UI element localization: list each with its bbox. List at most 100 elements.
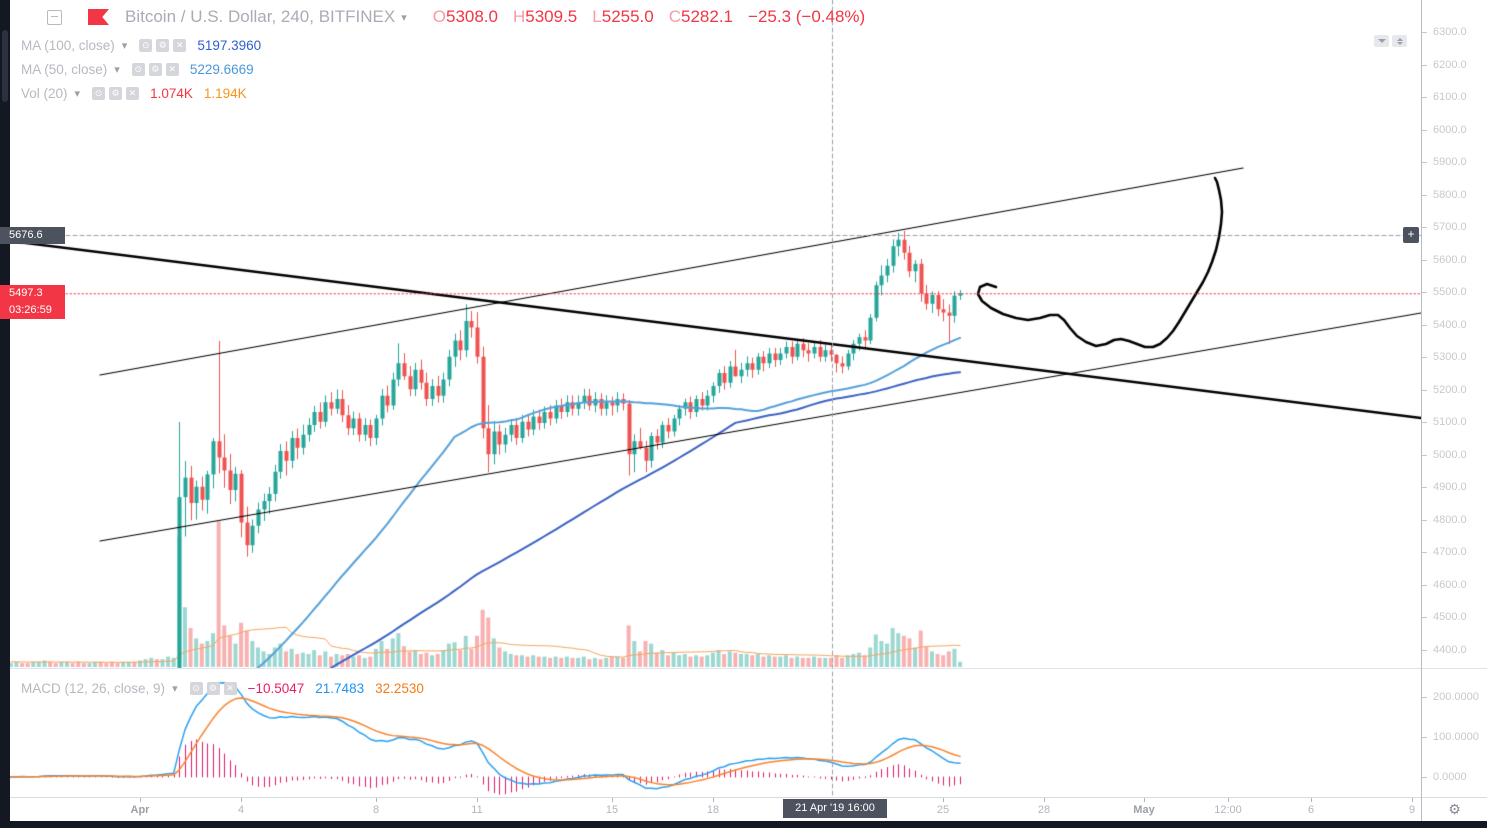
- time-axis-border: [10, 797, 1487, 798]
- collapsed-drawing-toolbar: [0, 0, 10, 821]
- chevron-down-icon[interactable]: ▾: [121, 39, 128, 52]
- time-tick: [713, 798, 714, 802]
- macd-tick-label: 100.0000: [1433, 731, 1479, 743]
- price-tick: [1422, 129, 1427, 131]
- auto-scale-button[interactable]: [1392, 35, 1407, 47]
- bar-countdown-label: 03:26:59: [0, 302, 65, 320]
- close-icon[interactable]: ✕: [126, 86, 140, 100]
- price-tick-label: 6300.0: [1433, 26, 1467, 39]
- legend-collapse-button[interactable]: [47, 9, 62, 25]
- price-tick-label: 5700.0: [1433, 221, 1467, 234]
- price-tick-label: 5200.0: [1433, 383, 1467, 396]
- price-tick-label: 5900.0: [1433, 156, 1467, 169]
- crosshair-time-label: 21 Apr '19 16:00: [783, 799, 887, 818]
- time-tick-label: 28: [1037, 804, 1051, 816]
- time-tick-label: 6: [1307, 804, 1315, 816]
- macd-tick-label: 0.0000: [1433, 771, 1467, 783]
- macd-legend: MACD (12, 26, close, 9) ▾ ⊙ ⚙ ✕ −10.5047…: [21, 676, 424, 700]
- time-tick-label: Apr: [130, 804, 150, 816]
- indicator-value: 5197.3960: [197, 37, 262, 53]
- macd-tick: [1422, 697, 1427, 698]
- chevron-down-icon[interactable]: ▾: [401, 11, 407, 24]
- settings-icon[interactable]: ⚙: [206, 681, 220, 695]
- time-tick-label: 15: [605, 804, 619, 816]
- time-tick: [477, 798, 478, 802]
- visibility-icon[interactable]: ⊙: [189, 681, 203, 695]
- gear-icon[interactable]: ⚙: [1448, 801, 1461, 817]
- time-tick: [612, 798, 613, 802]
- indicator-row-macd: MACD (12, 26, close, 9) ▾ ⊙ ⚙ ✕ −10.5047…: [21, 676, 424, 700]
- indicator-label[interactable]: Vol (20): [21, 85, 68, 101]
- time-tick: [1144, 798, 1145, 802]
- chevron-down-icon[interactable]: ▾: [172, 682, 178, 695]
- price-tick: [1422, 324, 1427, 326]
- chart-legend: Bitcoin / U.S. Dollar, 240, BITFINEX ▾ O…: [14, 7, 880, 27]
- price-tick-label: 5800.0: [1433, 188, 1467, 201]
- price-tick-label: 5000.0: [1433, 448, 1467, 461]
- visibility-icon[interactable]: ⊙: [139, 38, 153, 52]
- time-tick-label: 25: [936, 804, 950, 816]
- time-axis[interactable]: Apr 4 8 11 15 18 25 28 May 12:00 6 9: [10, 798, 1421, 821]
- add-alert-plus-button[interactable]: +: [1403, 227, 1419, 243]
- price-tick: [1422, 194, 1427, 196]
- price-tick-label: 5300.0: [1433, 351, 1467, 364]
- price-tick-label: 5600.0: [1433, 253, 1467, 266]
- axis-settings-corner: ⚙: [1422, 798, 1487, 821]
- time-tick: [943, 798, 944, 802]
- price-tick: [1422, 32, 1427, 34]
- time-tick: [1044, 798, 1045, 802]
- time-tick-label: 18: [706, 804, 720, 816]
- visibility-icon[interactable]: ⊙: [92, 86, 106, 100]
- pane-divider[interactable]: [10, 668, 1487, 669]
- price-tick-label: 5400.0: [1433, 318, 1467, 331]
- chevron-down-icon[interactable]: ▾: [114, 63, 120, 76]
- price-tick-label: 5100.0: [1433, 416, 1467, 429]
- scroll-down-button[interactable]: [1374, 35, 1389, 47]
- macd-hist-value: −10.5047: [247, 680, 305, 696]
- indicator-row-ma100: MA (100, close) ▾ ⊙ ⚙ ✕ 5197.3960: [21, 33, 261, 57]
- price-tick: [1422, 422, 1427, 424]
- price-tick: [1422, 617, 1427, 619]
- price-tick-label: 4600.0: [1433, 578, 1467, 591]
- time-tick: [376, 798, 377, 802]
- close-icon[interactable]: ✕: [165, 62, 179, 76]
- time-tick: [1311, 798, 1312, 802]
- price-tick: [1422, 454, 1427, 456]
- indicator-label[interactable]: MA (50, close): [21, 61, 108, 77]
- visibility-icon[interactable]: ⊙: [131, 62, 145, 76]
- price-tick: [1422, 519, 1427, 521]
- price-tick-label: 5500.0: [1433, 286, 1467, 299]
- macd-tick: [1422, 777, 1427, 778]
- chevron-down-icon[interactable]: ▾: [74, 87, 81, 100]
- last-price-label: 5497.3: [0, 285, 65, 303]
- time-tick: [1412, 798, 1413, 802]
- high-value: 5309.5: [525, 7, 578, 26]
- indicator-row-volume: Vol (20) ▾ ⊙ ⚙ ✕ 1.074K 1.194K: [21, 81, 261, 105]
- high-label: H: [512, 7, 526, 26]
- price-axis[interactable]: 6300.0 6200.0 6100.0 6000.0 5900.0 5800.0 5700…: [1422, 0, 1487, 797]
- settings-icon[interactable]: ⚙: [109, 86, 123, 100]
- time-tick: [241, 798, 242, 802]
- time-tick: [140, 798, 141, 802]
- toolbar-drag-handle[interactable]: [2, 30, 8, 102]
- price-tick-label: 4400.0: [1433, 643, 1467, 656]
- price-tick: [1422, 64, 1427, 66]
- price-tick-label: 4800.0: [1433, 513, 1467, 526]
- close-icon[interactable]: ✕: [223, 681, 237, 695]
- price-tick: [1422, 584, 1427, 586]
- bottom-frame-strip: [0, 821, 1487, 828]
- open-value: 5308.0: [445, 7, 498, 26]
- indicator-label[interactable]: MACD (12, 26, close, 9): [21, 680, 166, 696]
- price-tick-label: 4900.0: [1433, 481, 1467, 494]
- settings-icon[interactable]: ⚙: [148, 62, 162, 76]
- time-tick-label: 4: [237, 804, 245, 816]
- main-chart-canvas[interactable]: [10, 0, 1421, 797]
- symbol-title[interactable]: Bitcoin / U.S. Dollar, 240, BITFINEX: [125, 7, 396, 26]
- close-icon[interactable]: ✕: [173, 38, 187, 52]
- macd-line-value: 21.7483: [315, 680, 365, 696]
- indicator-row-ma50: MA (50, close) ▾ ⊙ ⚙ ✕ 5229.6669: [21, 57, 261, 81]
- settings-icon[interactable]: ⚙: [156, 38, 170, 52]
- low-label: L: [592, 7, 602, 26]
- price-tick-label: 4700.0: [1433, 546, 1467, 559]
- indicator-label[interactable]: MA (100, close): [21, 37, 115, 53]
